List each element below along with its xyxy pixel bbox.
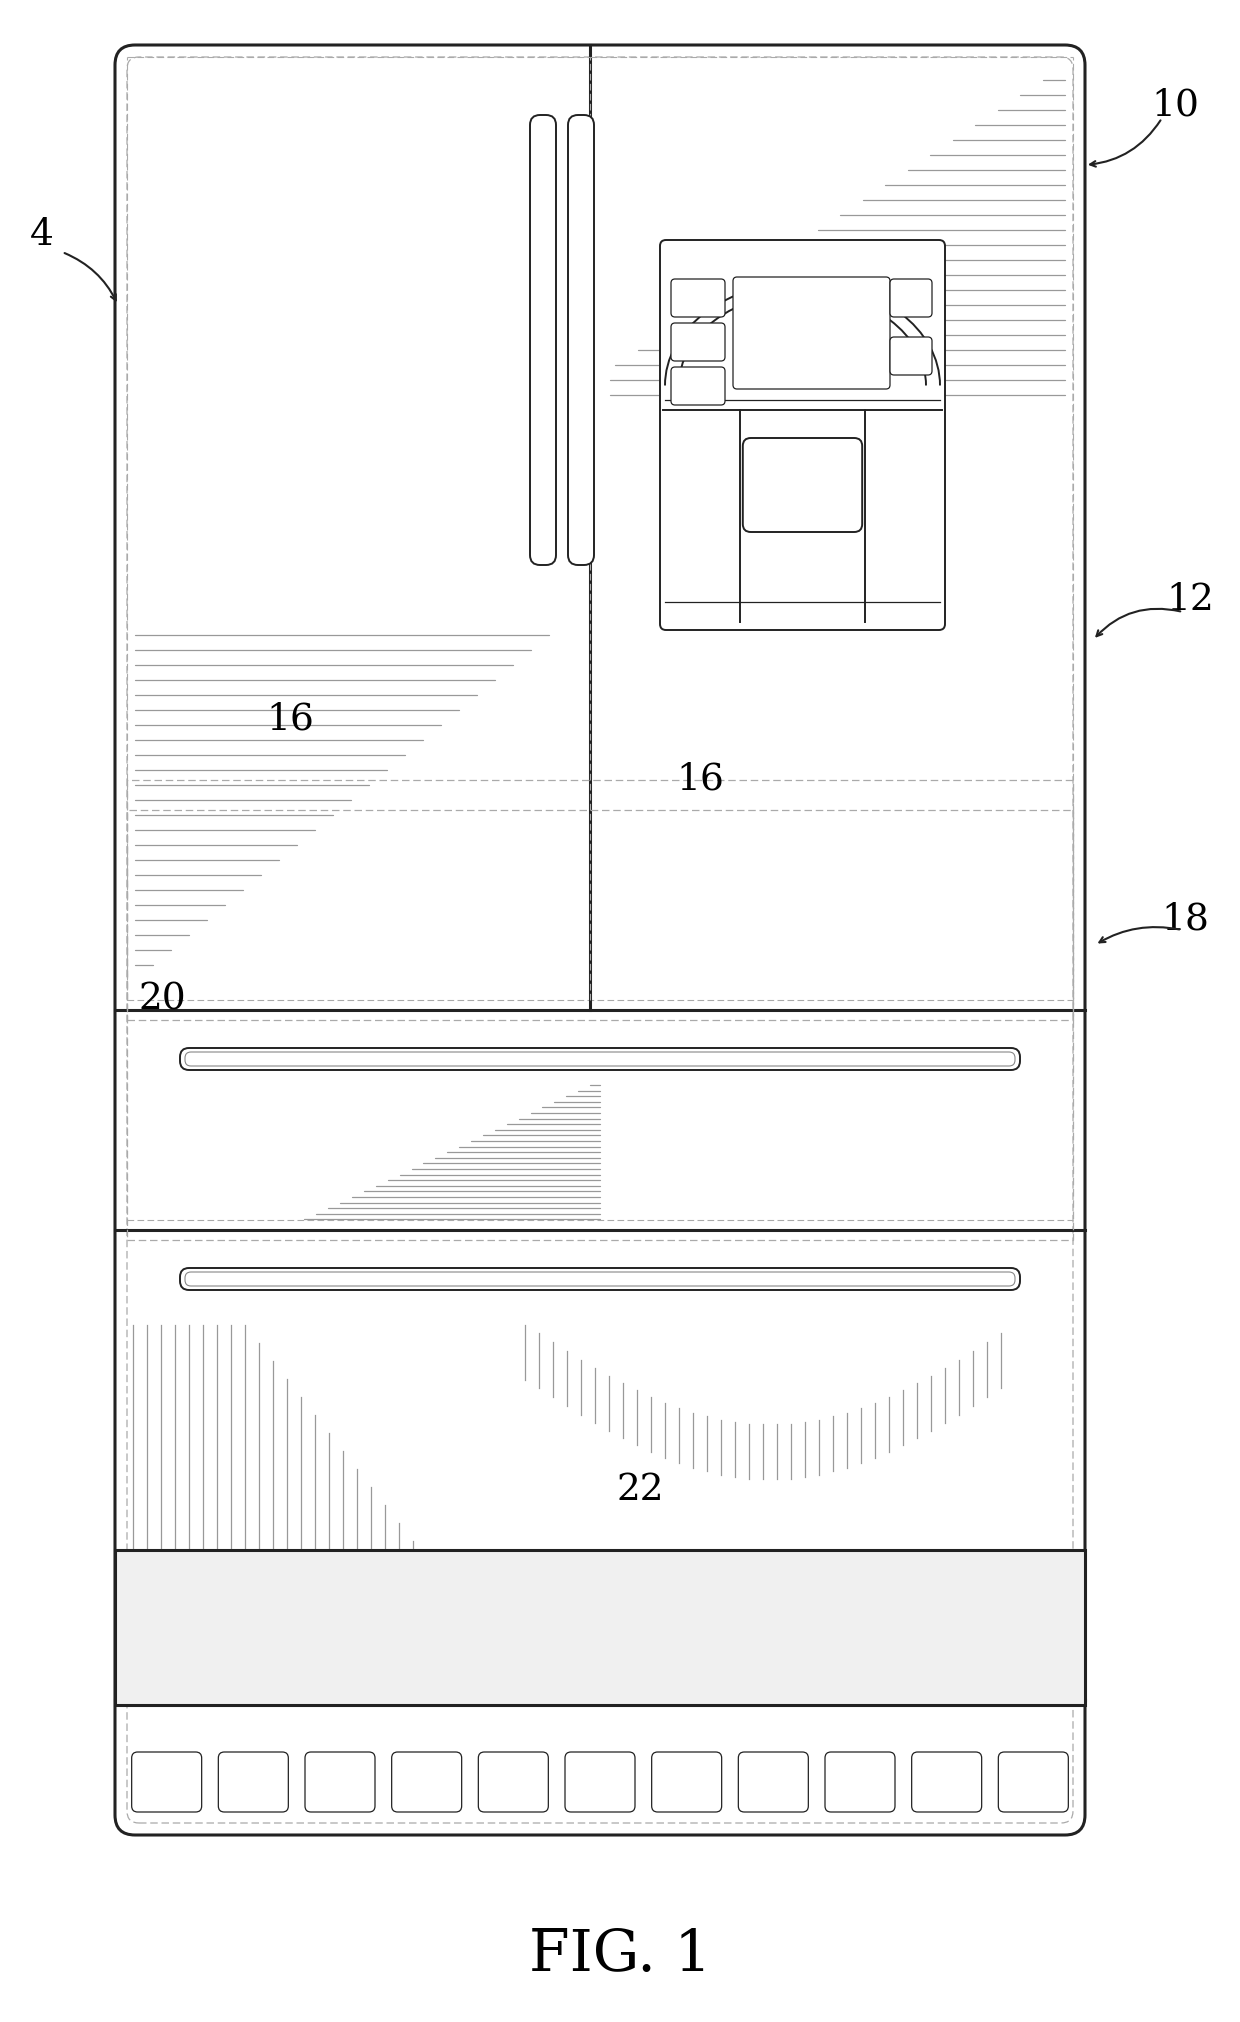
Text: 20: 20 bbox=[138, 983, 186, 1017]
FancyBboxPatch shape bbox=[652, 1751, 722, 1812]
FancyBboxPatch shape bbox=[825, 1751, 895, 1812]
FancyBboxPatch shape bbox=[671, 368, 725, 404]
FancyBboxPatch shape bbox=[911, 1751, 982, 1812]
Text: 18: 18 bbox=[1161, 902, 1209, 938]
FancyBboxPatch shape bbox=[738, 1751, 808, 1812]
Bar bbox=[126, 811, 1073, 1019]
Text: 22: 22 bbox=[616, 1472, 663, 1508]
FancyBboxPatch shape bbox=[890, 338, 932, 374]
Text: 12: 12 bbox=[1166, 582, 1214, 619]
FancyBboxPatch shape bbox=[733, 277, 890, 388]
FancyBboxPatch shape bbox=[218, 1751, 289, 1812]
FancyBboxPatch shape bbox=[529, 115, 556, 564]
FancyBboxPatch shape bbox=[180, 1268, 1021, 1290]
FancyBboxPatch shape bbox=[743, 439, 862, 532]
FancyBboxPatch shape bbox=[115, 44, 1085, 1836]
Text: 16: 16 bbox=[676, 762, 724, 799]
Bar bbox=[126, 780, 1073, 1239]
FancyBboxPatch shape bbox=[998, 1751, 1069, 1812]
FancyBboxPatch shape bbox=[660, 241, 945, 631]
FancyBboxPatch shape bbox=[131, 1751, 202, 1812]
FancyBboxPatch shape bbox=[392, 1751, 461, 1812]
FancyBboxPatch shape bbox=[479, 1751, 548, 1812]
Text: 4: 4 bbox=[30, 216, 53, 253]
FancyBboxPatch shape bbox=[565, 1751, 635, 1812]
Text: 10: 10 bbox=[1151, 87, 1199, 123]
Text: FIG. 1: FIG. 1 bbox=[528, 1927, 712, 1984]
FancyBboxPatch shape bbox=[568, 115, 594, 564]
FancyBboxPatch shape bbox=[890, 279, 932, 317]
FancyBboxPatch shape bbox=[671, 324, 725, 362]
FancyBboxPatch shape bbox=[180, 1047, 1021, 1070]
Bar bbox=[115, 1551, 1085, 1705]
FancyBboxPatch shape bbox=[305, 1751, 374, 1812]
FancyBboxPatch shape bbox=[671, 279, 725, 317]
Text: 16: 16 bbox=[267, 702, 314, 738]
